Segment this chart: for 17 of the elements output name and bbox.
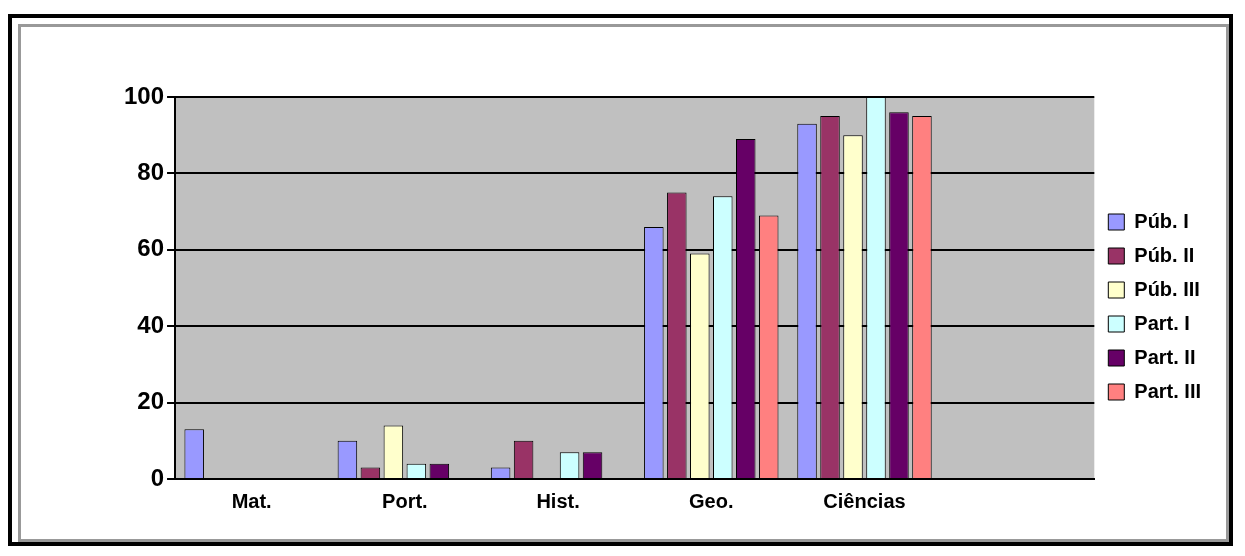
y-tick-label: 100	[124, 81, 165, 109]
legend-label: Part. III	[1134, 379, 1202, 402]
x-tick-label: Geo.	[689, 489, 734, 512]
legend-label: Púb. II	[1134, 243, 1195, 266]
y-tick-label: 0	[150, 463, 165, 491]
legend-label: Part. I	[1134, 311, 1190, 334]
y-tick-label: 20	[137, 387, 165, 415]
y-tick-label: 60	[137, 234, 165, 262]
x-tick-label: Hist.	[536, 489, 580, 512]
y-tick-label: 40	[137, 310, 165, 338]
x-tick-label: Ciências	[823, 489, 906, 512]
legend-label: Púb. III	[1134, 277, 1200, 300]
x-tick-label: Mat.	[231, 489, 272, 512]
legend-label: Part. II	[1134, 345, 1196, 368]
legend-label: Púb. I	[1134, 209, 1189, 232]
y-tick-label: 80	[137, 158, 165, 186]
x-tick-label: Port.	[382, 489, 428, 512]
